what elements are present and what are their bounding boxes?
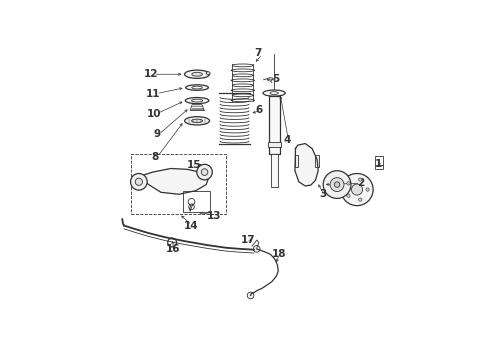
- Circle shape: [359, 178, 362, 181]
- Text: 10: 10: [147, 109, 161, 119]
- Bar: [295, 156, 298, 167]
- Ellipse shape: [192, 119, 203, 122]
- Polygon shape: [295, 144, 318, 186]
- Circle shape: [135, 178, 143, 185]
- Text: 15: 15: [187, 159, 201, 170]
- Circle shape: [341, 174, 373, 206]
- Circle shape: [347, 194, 350, 197]
- Text: 16: 16: [166, 244, 180, 254]
- Ellipse shape: [185, 98, 209, 104]
- Ellipse shape: [192, 99, 203, 102]
- Text: 8: 8: [152, 152, 159, 162]
- Circle shape: [347, 182, 350, 185]
- Circle shape: [247, 292, 254, 299]
- Circle shape: [130, 174, 147, 190]
- Text: 3: 3: [319, 189, 327, 199]
- Circle shape: [197, 164, 212, 180]
- Bar: [270, 153, 278, 187]
- Bar: [183, 191, 210, 212]
- Circle shape: [359, 198, 362, 201]
- Polygon shape: [140, 168, 208, 194]
- Text: 5: 5: [272, 74, 280, 84]
- Circle shape: [323, 171, 351, 198]
- Ellipse shape: [185, 117, 210, 125]
- Circle shape: [253, 246, 260, 252]
- Bar: [375, 156, 383, 169]
- Ellipse shape: [206, 72, 210, 75]
- Bar: [316, 156, 319, 167]
- Bar: [269, 96, 280, 154]
- Text: 7: 7: [254, 48, 262, 58]
- Ellipse shape: [185, 70, 210, 78]
- Text: 17: 17: [241, 235, 255, 245]
- Ellipse shape: [192, 86, 202, 89]
- Text: 4: 4: [284, 135, 291, 145]
- Circle shape: [334, 182, 340, 187]
- Circle shape: [201, 169, 208, 175]
- Text: 14: 14: [183, 221, 198, 231]
- Text: 13: 13: [207, 211, 222, 221]
- Text: 18: 18: [271, 249, 286, 260]
- Circle shape: [366, 188, 369, 191]
- Ellipse shape: [186, 85, 208, 90]
- Circle shape: [330, 177, 344, 192]
- Ellipse shape: [192, 72, 202, 76]
- Text: 2: 2: [357, 178, 364, 188]
- Bar: [268, 141, 280, 147]
- Text: 6: 6: [256, 105, 263, 115]
- Bar: [131, 154, 225, 214]
- Text: 9: 9: [153, 129, 160, 139]
- Text: 12: 12: [144, 69, 159, 79]
- Text: 1: 1: [375, 159, 382, 169]
- Text: 11: 11: [147, 89, 161, 99]
- Circle shape: [351, 184, 363, 195]
